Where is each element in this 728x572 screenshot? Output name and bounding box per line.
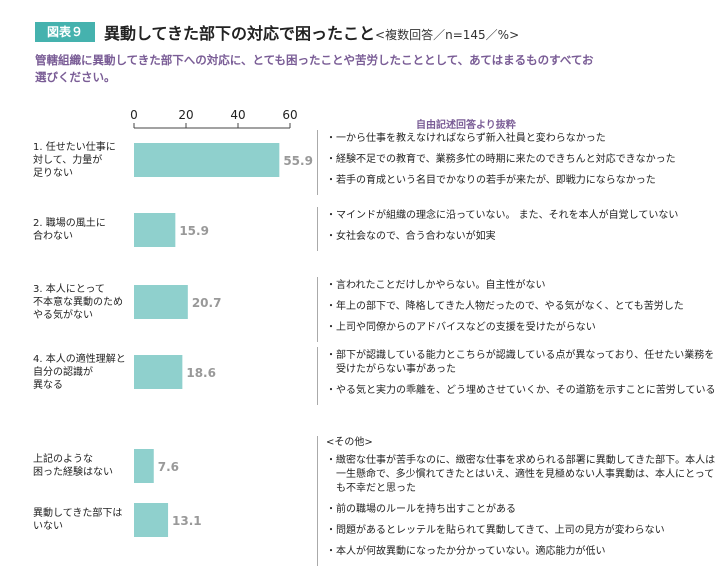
comment-item: 本人が何故異動になったか分かっていない。適応能力が低い	[326, 545, 721, 559]
survey-question: 管轄組織に異動してきた部下への対応に、とても困ったことや苦労したこととして、あて…	[35, 53, 594, 84]
comment-item: 経験不足での教育で、業務多忙の時期に来たのできちんと対応できなかった	[326, 153, 721, 167]
comment-item: 一から仕事を教えなければならず新入社員と変わらなかった	[326, 132, 721, 146]
category-label-line: 自分の認識が	[33, 366, 93, 378]
category-label: 4. 本人の適性理解と 自分の認識が 異なる	[33, 353, 143, 392]
bar-value-label: 20.7	[192, 296, 222, 310]
comment-group-title: <その他>	[326, 437, 373, 448]
bar-value-label: 18.6	[186, 366, 216, 380]
category-label: 上記のような困った経験はない	[33, 453, 143, 479]
category-label-line: 4. 本人の適性理解と	[33, 353, 126, 365]
figure-title-text: 異動してきた部下の対応で困ったこと	[104, 24, 376, 43]
bar	[134, 285, 188, 319]
comment-item: マインドが組織の理念に沿っていない。 また、それを本人が自覚していない	[326, 209, 721, 223]
category-label-line: やる気がない	[33, 309, 93, 321]
comment-item: 若手の育成という名目でかなりの若手が来たが、即戦力にならなかった	[326, 174, 721, 188]
category-label-line: 異なる	[33, 379, 63, 391]
x-tick-label: 40	[230, 108, 245, 122]
category-label-line: 足りない	[33, 167, 73, 179]
figure-number-badge: 図表９	[35, 22, 95, 42]
comment-item: 前の職場のルールを持ち出すことがある	[326, 503, 721, 517]
comment-item: 部下が認識している能力とこちらが認識している点が異なっており、任せたい業務を受け…	[326, 349, 721, 377]
bar-value-label: 55.9	[283, 154, 313, 168]
category-label-line: 合わない	[33, 231, 73, 242]
category-label-line: いない	[33, 521, 63, 532]
figure-header: 図表９ 異動してきた部下の対応で困ったこと<複数回答／n=145／%>	[0, 10, 728, 44]
category-label: 1. 任せたい仕事に 対して、力量が 足りない	[33, 141, 143, 180]
bar	[134, 449, 154, 483]
category-label-line: 異動してきた部下は	[33, 508, 123, 519]
comment-group: 部下が認識している能力とこちらが認識している点が異なっており、任せたい業務を受け…	[317, 347, 721, 405]
comment-item: 女社会なので、合う合わないが如実	[326, 230, 721, 244]
category-label-line: 対して、力量が	[33, 154, 103, 166]
category-label-line: 不本意な異動のため	[33, 296, 123, 308]
category-label: 3. 本人にとって 不本意な異動のため やる気がない	[33, 283, 143, 322]
bar-value-label: 7.6	[158, 460, 179, 474]
comment-item: 年上の部下で、降格してきた人物だったので、やる気がなく、とても苦労した	[326, 300, 721, 314]
category-label-line: 3. 本人にとって	[33, 283, 105, 295]
comment-group: <その他> 緻密な仕事が苦手なのに、緻密な仕事を求められる部署に異動してきた部下。…	[317, 436, 721, 566]
x-tick-label: 60	[282, 108, 297, 122]
x-tick-label: 0	[130, 108, 138, 122]
comment-group: 言われたことだけしかやらない。自主性がない年上の部下で、降格してきた人物だったの…	[317, 277, 721, 342]
bar	[134, 143, 280, 177]
comment-item: やる気と実力の乖離を、どう埋めさせていくか、その道筋を示すことに苦労している	[326, 384, 721, 398]
figure-subtitle: <複数回答／n=145／%>	[375, 28, 520, 42]
comment-item: 問題があるとレッテルを貼られて異動してきて、上司の見方が変わらない	[326, 524, 721, 538]
freetext-section-title: 自由記述回答より抜粋	[416, 120, 516, 131]
category-label: 2. 職場の風土に 合わない	[33, 217, 143, 243]
comment-item: 緻密な仕事が苦手なのに、緻密な仕事を求められる部署に異動してきた部下。本人は一生…	[326, 454, 721, 496]
category-label-line: 1. 任せたい仕事に	[33, 141, 116, 153]
category-label-line: 困った経験はない	[33, 467, 113, 478]
comment-group: マインドが組織の理念に沿っていない。 また、それを本人が自覚していない女社会なの…	[317, 207, 721, 251]
category-label-line: 2. 職場の風土に	[33, 218, 106, 229]
comment-group: 一から仕事を教えなければならず新入社員と変わらなかった経験不足での教育で、業務多…	[317, 130, 721, 195]
category-label-line: 上記のような	[33, 454, 93, 465]
comment-item: 言われたことだけしかやらない。自主性がない	[326, 279, 721, 293]
figure-title: 異動してきた部下の対応で困ったこと<複数回答／n=145／%>	[104, 20, 519, 44]
bar-value-label: 13.1	[172, 514, 202, 528]
comment-item: 上司や同僚からのアドバイスなどの支援を受けたがらない	[326, 321, 721, 335]
x-tick-label: 20	[178, 108, 193, 122]
bar-value-label: 15.9	[179, 224, 209, 238]
bar	[134, 213, 176, 247]
bar	[134, 503, 169, 537]
category-label: 異動してきた部下は いない	[33, 507, 143, 533]
bar	[134, 355, 183, 389]
